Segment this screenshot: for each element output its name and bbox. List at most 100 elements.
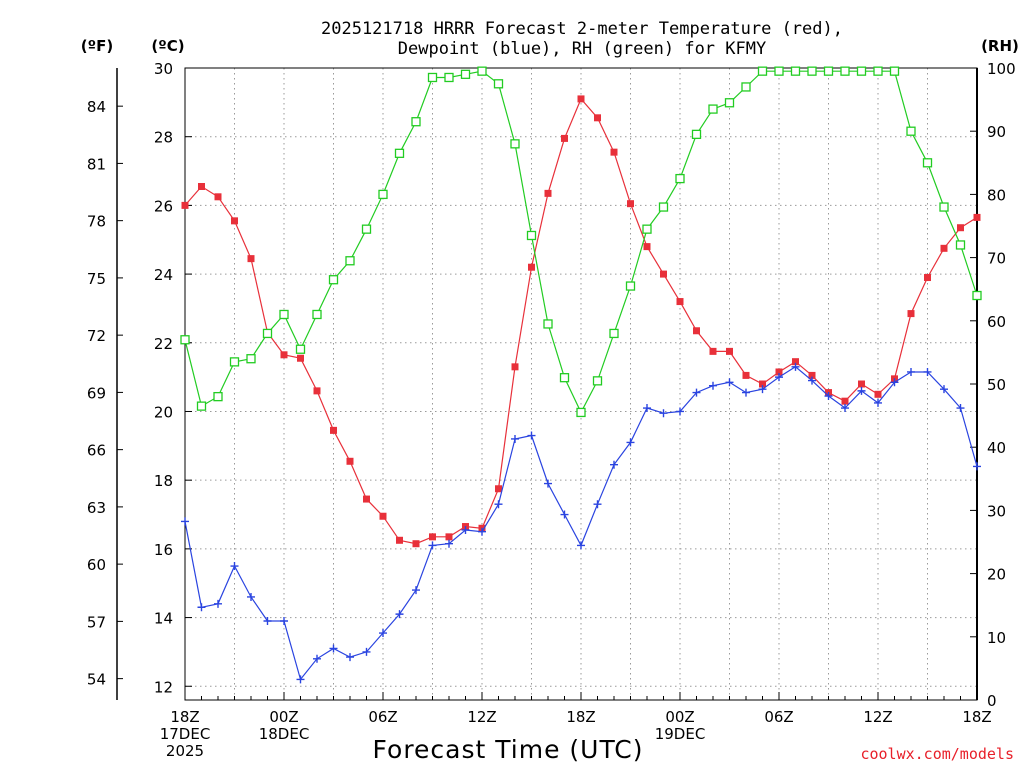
dewpoint-point [494,500,503,509]
dewpoint-point [527,431,536,440]
rh-tick-label: 30 [987,502,1006,520]
dewpoint-point [643,404,651,413]
rh-tick-label: 40 [987,439,1006,457]
rh-point [592,376,603,386]
rh-point [411,117,421,127]
2-meter-temperature-point [214,193,222,201]
chart-title-line1: 2025121718 HRRR Forecast 2-meter Tempera… [321,19,843,39]
dewpoint-point [973,462,981,471]
dewpoint-point [874,398,882,407]
2-meter-temperature-point [379,512,387,520]
rh-point [609,328,619,339]
celsius-tick-label: 12 [154,678,173,696]
dewpoint-point [791,362,800,371]
rh-point [328,275,339,285]
dewpoint-point [742,388,750,397]
2-meter-temperature-point [280,351,288,359]
rh-point [576,407,586,418]
dewpoint-point [890,378,899,387]
fahrenheit-tick-label: 78 [87,213,106,231]
2-meter-temperature-point [544,189,552,197]
fahrenheit-unit-label: (ºF) [81,37,113,55]
rh-point [444,72,454,83]
rh-tick-label: 60 [987,313,1006,331]
rh-point [840,66,850,76]
dewpoint-point [362,647,371,656]
rh-point [460,69,471,79]
x-tick-label: 12Z [863,708,892,726]
celsius-unit-label: (ºC) [151,37,184,55]
dewpoint-point [181,517,189,526]
rh-tick-label: 20 [987,566,1006,584]
2-meter-temperature-point [808,371,816,379]
fahrenheit-tick-label: 81 [87,155,106,173]
dewpoint-point [923,367,932,376]
tick-labels: 12 14 16 18 20 22 24 26 28 30 54 57 60 63 66 69 72 75 78 81… [87,60,1016,760]
2-meter-temperature-point [346,457,354,465]
celsius-tick-label: 22 [154,335,173,353]
rh-point [823,66,834,76]
rh-point [427,72,438,83]
2-meter-temperature-point [561,134,568,142]
rh-point [526,230,537,241]
dewpoint-point [247,592,255,601]
dewpoint-point [775,373,783,382]
x-tick-label: 18DEC [259,725,310,743]
rh-point [295,344,306,354]
2-meter-temperature-point [231,217,238,225]
2-meter-temperature-point [610,148,618,156]
dewpoint-point [956,404,965,413]
2-meter-temperature-point [643,243,651,251]
rh-point [625,281,636,291]
rh-point [180,335,190,345]
2-meter-temperature-line [184,97,978,545]
dewpoint-point [758,385,767,394]
2-meter-temperature-point [495,485,502,493]
rh-tick-label: 90 [987,123,1006,141]
x-tick-label: 06Z [764,708,793,726]
rh-tick-label: 0 [987,692,997,710]
2-meter-temperature-point [973,213,981,221]
dewpoint-point [214,599,222,608]
dewpoint-point [676,407,684,416]
rh-tick-label: 10 [987,629,1006,647]
x-tick-label: 06Z [368,708,397,726]
x-tick-label: 00Z [665,708,694,726]
x-tick-label: 2025 [166,742,204,760]
rh-point [229,357,240,367]
2-meter-temperature-point [759,380,766,388]
dewpoint-point [907,367,915,376]
dewpoint-point [808,376,816,385]
2-meter-temperature-point [726,347,733,355]
dewpoint-point [544,479,552,488]
rh-point [312,309,322,320]
2-meter-temperature-point [676,298,684,306]
fahrenheit-tick-label: 66 [87,442,106,460]
rh-point [708,104,718,114]
2-meter-temperature-point [396,536,403,544]
x-tick-label: 12Z [467,708,496,726]
x-tick-label: 18Z [170,708,199,726]
2-meter-temperature-point [429,533,436,541]
dewpoint-point [395,610,404,619]
2-meter-temperature-point [924,274,931,282]
rh-point [642,224,652,234]
2-meter-temperature-point [660,270,667,278]
2-meter-temperature-point [247,255,255,263]
2-meter-temperature-point [198,183,205,190]
fahrenheit-tick-label: 84 [87,98,106,116]
rh-point [856,66,867,76]
dewpoint-point [428,541,437,550]
celsius-tick-label: 20 [154,403,173,421]
rh-point [922,158,933,168]
dewpoint-point [296,675,305,684]
dewpoint-point [263,617,272,625]
rh-point [543,319,553,329]
2-meter-temperature-point [940,244,948,252]
x-tick-label: 18Z [566,708,595,726]
fahrenheit-tick-label: 60 [87,556,106,574]
dewpoint-point [824,392,833,401]
2-meter-temperature-point [792,358,799,366]
credit-link[interactable]: coolwx.com/models [860,745,1014,763]
